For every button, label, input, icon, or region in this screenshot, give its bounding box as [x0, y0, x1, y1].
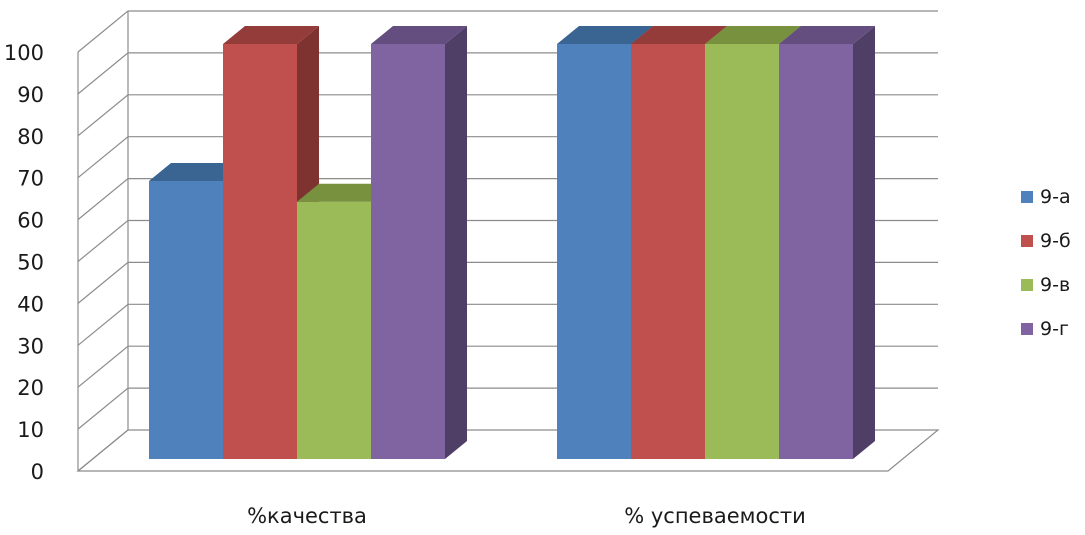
gridline-side	[77, 136, 129, 179]
bar-top	[223, 26, 319, 44]
legend-swatch	[1021, 191, 1033, 203]
y-tick-label: 60	[17, 209, 44, 233]
y-tick-label: 10	[17, 418, 44, 442]
y-tick-label: 70	[17, 167, 44, 191]
bar-side	[853, 26, 875, 459]
gridline-side	[77, 10, 129, 53]
bar	[297, 201, 371, 459]
bar-top	[705, 26, 801, 44]
bar	[705, 44, 779, 459]
y-tick-label: 20	[17, 376, 44, 400]
y-tick-label: 80	[17, 125, 44, 149]
legend-swatch	[1021, 235, 1033, 247]
y-tick-label: 0	[31, 460, 44, 484]
gridline-side	[77, 345, 129, 388]
bar-top	[631, 26, 727, 44]
floor	[76, 429, 940, 472]
axis-layer: 0 10 20 30 40 50 60 70 80 90 100 %качества % успевае…	[4, 41, 806, 528]
x-category-label: %качества	[247, 504, 367, 528]
legend: 9-а 9-б 9-в 9-г	[1021, 186, 1071, 340]
bar-side	[445, 26, 467, 459]
bar	[371, 44, 445, 459]
legend-label: 9-в	[1040, 274, 1070, 296]
y-tick-label: 50	[17, 251, 44, 275]
gridline-side	[77, 178, 129, 221]
y-tick-label: 100	[4, 41, 44, 65]
bar-top	[371, 26, 467, 44]
bar-top	[557, 26, 653, 44]
legend-swatch	[1021, 323, 1033, 335]
bar	[557, 44, 631, 459]
bar-top	[149, 162, 245, 181]
legend-label: 9-б	[1040, 230, 1071, 252]
bar-top	[297, 183, 393, 202]
bar-layer	[149, 26, 875, 459]
x-category-label: % успеваемости	[624, 504, 806, 528]
legend-swatch	[1021, 279, 1033, 291]
gridline-side	[77, 261, 129, 304]
bar	[223, 44, 297, 459]
y-tick-label: 30	[17, 334, 44, 358]
gridline-side	[77, 94, 129, 137]
legend-label: 9-г	[1040, 318, 1069, 340]
bar	[779, 44, 853, 459]
gridline-side	[77, 220, 129, 262]
bar	[149, 180, 223, 459]
gridline-side	[77, 387, 129, 430]
bar	[631, 44, 705, 459]
gridline-side	[77, 303, 129, 346]
bar-top	[779, 26, 875, 44]
y-tick-label: 90	[17, 83, 44, 107]
y-tick-label: 40	[17, 292, 44, 316]
legend-label: 9-а	[1040, 186, 1071, 208]
gridline-side	[77, 52, 129, 95]
